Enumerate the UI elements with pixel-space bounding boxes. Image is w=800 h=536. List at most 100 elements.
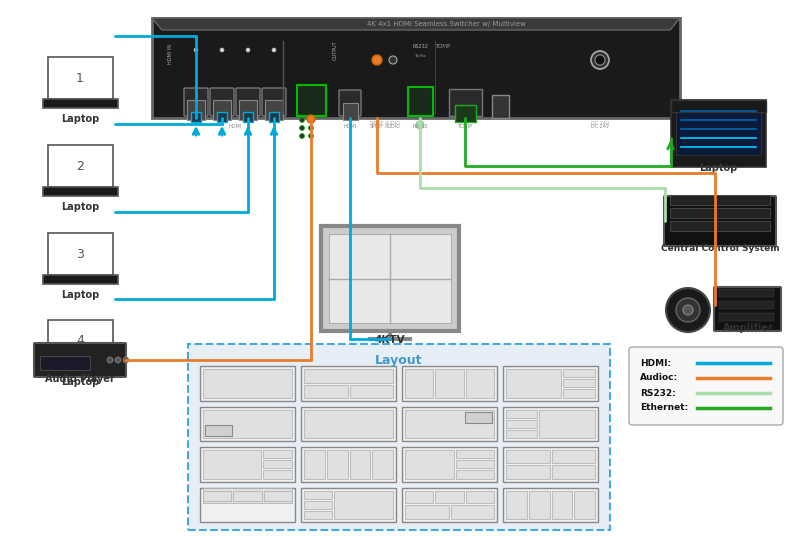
FancyBboxPatch shape (714, 287, 781, 331)
FancyBboxPatch shape (269, 112, 279, 122)
FancyBboxPatch shape (188, 344, 610, 530)
FancyBboxPatch shape (506, 410, 537, 418)
FancyBboxPatch shape (34, 343, 126, 377)
FancyBboxPatch shape (234, 490, 262, 501)
Circle shape (372, 55, 382, 65)
FancyBboxPatch shape (551, 465, 595, 479)
FancyBboxPatch shape (304, 511, 333, 519)
FancyBboxPatch shape (47, 320, 113, 362)
Text: Ethernet:: Ethernet: (640, 404, 688, 413)
FancyBboxPatch shape (304, 450, 325, 479)
Circle shape (307, 115, 315, 123)
FancyBboxPatch shape (301, 366, 396, 400)
FancyBboxPatch shape (670, 208, 770, 218)
FancyBboxPatch shape (456, 470, 494, 479)
FancyBboxPatch shape (456, 450, 494, 458)
Text: AUDIO: AUDIO (385, 124, 401, 129)
Text: AUDIO: AUDIO (385, 121, 401, 126)
FancyBboxPatch shape (435, 490, 464, 503)
Circle shape (591, 51, 609, 69)
Text: RS232: RS232 (412, 124, 428, 129)
Text: TCP/IP: TCP/IP (435, 44, 450, 49)
FancyBboxPatch shape (407, 86, 433, 115)
Circle shape (299, 133, 305, 138)
FancyBboxPatch shape (350, 450, 370, 479)
FancyBboxPatch shape (551, 450, 595, 463)
FancyBboxPatch shape (203, 490, 231, 501)
FancyBboxPatch shape (301, 447, 396, 481)
Text: Laptop: Laptop (699, 163, 737, 173)
FancyBboxPatch shape (670, 100, 766, 167)
FancyBboxPatch shape (435, 369, 464, 398)
Text: 3: 3 (76, 248, 84, 260)
Circle shape (309, 117, 314, 123)
FancyBboxPatch shape (719, 301, 774, 309)
Circle shape (246, 48, 250, 52)
FancyBboxPatch shape (42, 275, 118, 284)
FancyBboxPatch shape (670, 221, 770, 231)
FancyBboxPatch shape (405, 490, 434, 503)
Text: HDMI: HDMI (228, 124, 242, 129)
Text: Laptop: Laptop (61, 202, 99, 212)
FancyBboxPatch shape (304, 410, 393, 438)
FancyBboxPatch shape (217, 112, 227, 122)
FancyBboxPatch shape (574, 490, 595, 519)
FancyBboxPatch shape (304, 501, 333, 509)
FancyBboxPatch shape (47, 233, 113, 275)
FancyBboxPatch shape (243, 112, 253, 122)
Circle shape (595, 55, 605, 65)
FancyBboxPatch shape (297, 85, 326, 115)
FancyBboxPatch shape (503, 488, 598, 522)
FancyBboxPatch shape (466, 490, 494, 503)
FancyBboxPatch shape (664, 196, 776, 246)
FancyBboxPatch shape (675, 100, 761, 155)
Text: 4: 4 (76, 334, 84, 347)
Text: Central Control System: Central Control System (661, 244, 779, 253)
Text: TCP/IP: TCP/IP (458, 124, 473, 129)
Text: RS232:: RS232: (640, 389, 676, 398)
FancyBboxPatch shape (670, 100, 766, 112)
FancyBboxPatch shape (719, 313, 774, 321)
FancyBboxPatch shape (200, 447, 295, 481)
FancyBboxPatch shape (304, 369, 393, 383)
FancyBboxPatch shape (321, 226, 459, 331)
FancyBboxPatch shape (263, 450, 292, 458)
FancyBboxPatch shape (342, 102, 358, 120)
FancyBboxPatch shape (239, 100, 257, 120)
FancyBboxPatch shape (402, 406, 497, 441)
Text: Audio Player: Audio Player (45, 374, 115, 384)
Polygon shape (152, 18, 680, 30)
FancyBboxPatch shape (301, 406, 396, 441)
FancyBboxPatch shape (719, 289, 774, 297)
FancyBboxPatch shape (301, 488, 396, 522)
FancyBboxPatch shape (200, 488, 295, 522)
Text: Layout: Layout (375, 354, 422, 367)
FancyBboxPatch shape (200, 406, 295, 441)
Circle shape (299, 117, 305, 123)
FancyBboxPatch shape (454, 105, 475, 122)
FancyBboxPatch shape (405, 505, 449, 519)
FancyBboxPatch shape (236, 88, 260, 116)
FancyBboxPatch shape (563, 379, 595, 388)
Text: Audioc:: Audioc: (640, 374, 678, 383)
FancyBboxPatch shape (213, 100, 231, 120)
FancyBboxPatch shape (506, 490, 526, 519)
FancyBboxPatch shape (466, 412, 492, 422)
FancyBboxPatch shape (203, 369, 292, 398)
Text: Amplifier: Amplifier (722, 323, 774, 333)
FancyBboxPatch shape (506, 465, 550, 479)
Text: SPDIF: SPDIF (370, 124, 384, 129)
Text: DC 24V: DC 24V (591, 121, 609, 126)
FancyBboxPatch shape (670, 195, 770, 205)
FancyBboxPatch shape (450, 505, 494, 519)
FancyBboxPatch shape (191, 112, 201, 122)
FancyBboxPatch shape (402, 366, 497, 400)
FancyBboxPatch shape (372, 450, 393, 479)
Text: HDMI:: HDMI: (640, 359, 671, 368)
FancyBboxPatch shape (203, 450, 261, 479)
FancyBboxPatch shape (402, 447, 497, 481)
Text: OUTPUT: OUTPUT (333, 40, 338, 60)
Circle shape (676, 298, 700, 322)
FancyBboxPatch shape (629, 347, 783, 425)
FancyBboxPatch shape (449, 88, 482, 115)
